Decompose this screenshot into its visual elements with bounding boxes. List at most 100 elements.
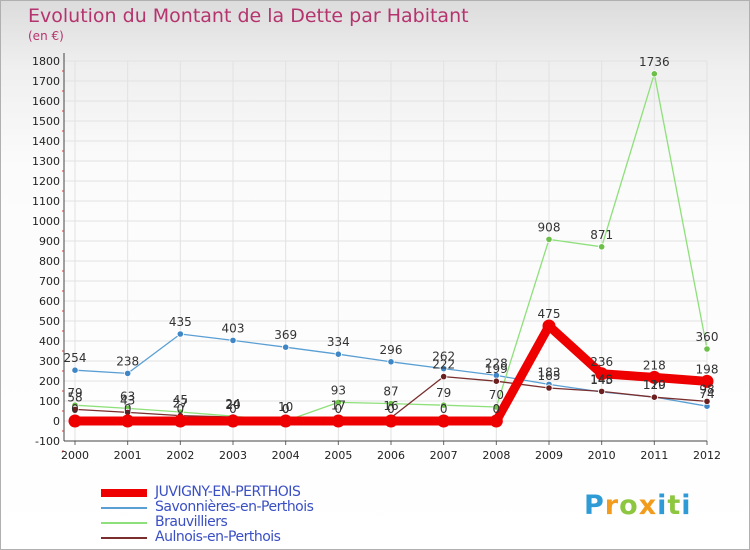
data-label: 296 [380,343,403,357]
data-point [334,398,342,406]
x-tick-label: 2002 [166,449,194,462]
y-tick-label: 1300 [32,155,60,168]
x-tick-label: 2010 [588,449,616,462]
legend-swatch [101,507,147,509]
legend-label: Aulnois-en-Perthois [155,529,281,545]
data-label: 16 [383,399,398,413]
data-point [700,374,714,388]
data-label: 63 [120,389,135,403]
x-tick-label: 2003 [219,449,247,462]
data-label: 87 [383,385,398,399]
data-label: 20 [225,398,240,412]
data-label: 10 [278,400,293,414]
data-point [647,370,661,384]
y-tick-label: 1700 [32,75,60,88]
x-tick-label: 2012 [693,449,721,462]
data-label: 183 [538,365,561,379]
data-label: 238 [116,354,139,368]
x-tick-label: 2007 [430,449,458,462]
legend-label: JUVIGNY-EN-PERTHOIS [155,484,301,500]
legend-swatch [101,522,147,524]
data-label: 908 [538,220,561,234]
logo-letter: x [638,490,658,521]
data-label: 334 [327,335,350,349]
y-tick-label: 500 [39,315,60,328]
data-point [440,372,448,381]
data-label: 228 [485,356,508,370]
data-label: 119 [643,378,666,392]
data-label: 43 [120,393,135,407]
y-tick-label: 700 [39,275,60,288]
logo-letter: t [667,490,682,521]
data-point [176,330,184,338]
data-label: 0 [177,402,185,416]
y-tick-label: 100 [39,395,60,408]
data-point [173,414,187,428]
data-point [387,358,395,366]
y-tick-label: 1200 [32,175,60,188]
data-point [598,243,606,251]
data-point [334,350,342,358]
data-point [121,414,135,428]
data-point [545,384,553,392]
data-point [226,414,240,428]
logo-letter: r [604,490,620,521]
y-tick-label: 1500 [32,115,60,128]
data-point [384,414,398,428]
data-point [71,366,79,374]
x-tick-label: 2000 [61,449,89,462]
x-tick-label: 2009 [535,449,563,462]
x-tick-label: 2004 [272,449,300,462]
data-label: 198 [696,362,719,376]
data-label: 218 [643,358,666,372]
data-label: 369 [274,328,297,342]
data-label: 0 [335,402,343,416]
x-tick-label: 2006 [377,449,405,462]
legend-swatch [101,489,147,497]
data-label: 17 [331,399,346,413]
data-label: 871 [590,228,613,242]
data-point [595,367,609,381]
y-tick-label: 900 [39,235,60,248]
data-label: 254 [64,351,87,365]
logo-letter: P [584,490,605,521]
data-point [437,414,451,428]
x-tick-label: 2001 [114,449,142,462]
data-point [703,345,711,353]
data-point [440,364,448,373]
data-point [650,70,658,78]
data-point [229,336,237,344]
data-label: 45 [173,393,188,407]
data-point [387,399,395,408]
data-label: 0 [387,402,395,416]
legend-label: Brauvilliers [155,514,228,530]
data-point [545,235,553,243]
data-label: 403 [222,321,245,335]
legend-item: Savonnières-en-Perthois [101,500,431,515]
legend-item: JUVIGNY-EN-PERTHOIS [101,485,431,500]
data-point [282,343,290,351]
legend-item: Aulnois-en-Perthois [101,530,431,545]
data-label: 79 [436,386,451,400]
data-label: 262 [432,350,455,364]
data-label: 148 [590,372,613,386]
data-point [650,393,658,401]
y-tick-label: 400 [39,335,60,348]
data-label: 0 [282,402,290,416]
y-tick-label: 1100 [32,195,60,208]
data-point [68,414,82,428]
data-point [71,405,79,413]
data-point [489,414,503,428]
data-label: 360 [696,330,719,344]
data-point [124,369,132,377]
data-label: 435 [169,315,192,329]
y-tick-label: 600 [39,295,60,308]
chart-subtitle: (en €) [28,29,64,43]
data-label: 0 [493,402,501,416]
y-tick-label: 1800 [32,55,60,68]
y-tick-label: 800 [39,255,60,268]
data-label: 120 [643,378,666,392]
data-label: 475 [538,307,561,321]
data-label: 98 [699,382,714,396]
